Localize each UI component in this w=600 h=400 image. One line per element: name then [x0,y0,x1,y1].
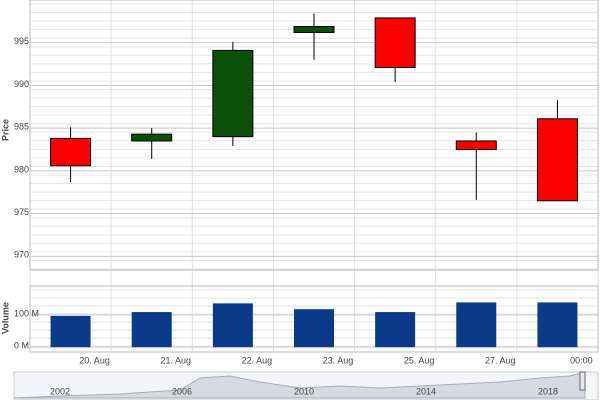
y-tick-label: 980 [14,164,29,174]
navigator-label: 2010 [294,386,314,396]
candle-body [455,140,497,151]
candle-body [536,118,578,202]
x-tick-label: 23. Aug [323,355,354,365]
y-axis-title: Price [0,119,10,141]
volume-bar [537,302,578,348]
y-tick-label: 975 [14,207,29,217]
y-tick-label: 100 M [14,308,39,318]
navigator-handle[interactable] [579,371,586,391]
y-tick-label: 985 [14,122,29,132]
y-tick-label: 995 [14,36,29,46]
navigator-label: 2002 [50,386,70,396]
x-tick-label: 21. Aug [160,355,191,365]
price-pane [29,0,599,271]
y-tick-label: 970 [14,250,29,260]
x-tick-label: 00:00 [570,355,593,365]
navigator-series [13,371,586,399]
y-tick-label: 0 M [14,341,29,351]
navigator [13,371,599,400]
volume-bar [131,312,172,348]
volume-pane [29,285,599,353]
candle-body [50,137,92,167]
candle-body [131,133,173,142]
candle-body [374,17,416,68]
x-tick-label: 20. Aug [79,355,110,365]
volume-bar [456,302,497,348]
volume-bar [212,303,253,348]
candle-body [212,49,254,138]
x-tick-label: 22. Aug [242,355,273,365]
navigator-label: 2006 [172,386,192,396]
candle-body [293,25,335,33]
y-axis-title: Volume [0,302,10,334]
y-tick-label: 990 [14,79,29,89]
volume-bar [294,309,334,348]
volume-bar [50,315,91,348]
navigator-label: 2018 [538,386,558,396]
navigator-label: 2014 [416,386,436,396]
x-tick-label: 25. Aug [404,355,435,365]
volume-bar [375,312,416,348]
x-tick-label: 27. Aug [485,355,516,365]
